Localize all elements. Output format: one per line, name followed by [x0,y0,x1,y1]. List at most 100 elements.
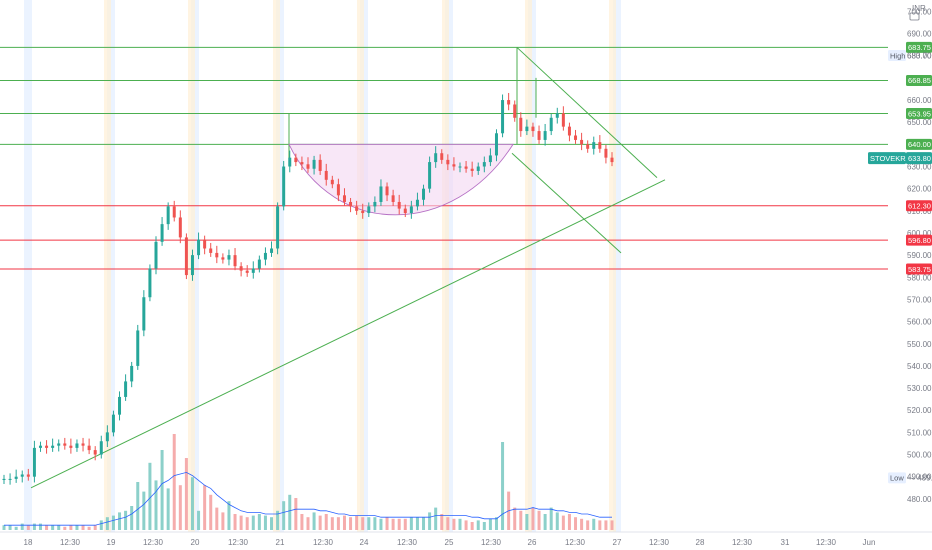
x-tick-label: 25 [445,538,454,547]
volume-bar [586,520,590,530]
candle [373,196,377,213]
x-tick-label: Jun [863,538,876,547]
high-badge: High 683.70 [888,50,932,62]
candle [203,235,207,255]
candle [282,160,286,211]
high-badge-bg [888,50,906,62]
y-tick-label: 580.00 [907,273,932,282]
candle-body [555,113,559,118]
volume-bar [136,482,140,530]
candle-body [446,159,450,165]
candle-body [561,113,565,127]
candle-body [464,166,468,169]
y-tick-label: 480.00 [907,495,932,504]
candle [87,438,91,455]
candle [610,152,614,167]
volume-bar [513,507,517,530]
candle [221,253,225,264]
candle-body [8,478,12,480]
candle [300,156,304,171]
volume-bar [38,523,42,530]
volume-bar [312,512,316,530]
candle [519,112,523,137]
candle [99,435,103,459]
candle [318,154,322,175]
volume-bar [57,525,61,530]
volume-bar [87,526,91,530]
candle-body [154,241,158,269]
candle [75,439,79,452]
candle [14,469,18,483]
volume-bar [8,525,12,530]
candle-body [434,153,438,163]
candle [124,374,128,401]
candle [270,241,274,257]
session-band-close [442,0,449,532]
session-band-open [24,0,32,532]
volume-bar [336,517,340,530]
candle [172,200,176,222]
candle-body [349,201,353,207]
volume-bar [270,517,274,530]
session-band-close [609,0,616,532]
x-tick-label: 26 [528,538,537,547]
candle [178,210,182,244]
y-tick-label: 530.00 [907,384,932,393]
low-badge: Low— 489.45 [888,472,932,484]
candle [464,160,468,173]
volume-bar [525,514,529,530]
volume-bar [20,523,24,530]
candle-body [501,100,505,134]
candle [537,125,541,144]
volume-bar [488,518,492,530]
candle-body [142,297,146,331]
candle [422,184,426,206]
candle-body [373,201,377,207]
volume-bar [45,525,49,530]
candle [148,264,152,302]
symbol-badge: STOVEKRAFT [868,152,920,165]
level-badge-bg [906,263,932,275]
volume-bar [111,515,115,530]
session-band-open [613,0,621,532]
y-tick-label: 650.00 [907,118,932,127]
volume-bar [604,520,608,530]
candle [567,122,571,142]
volume-bar [142,491,146,530]
candle [446,154,450,171]
candle-body [519,117,523,132]
candle [604,144,608,164]
candle [434,146,438,168]
y-tick-label: 510.00 [907,428,932,437]
x-tick-label: 19 [107,538,116,547]
currency-label: INR [912,4,926,13]
candle-body [45,445,49,448]
volume-bar [300,514,304,530]
y-tick-label: 540.00 [907,362,932,371]
candle [549,113,553,136]
volume-bar [294,498,298,530]
level-badge-bg [906,74,932,86]
candle-body [26,474,30,477]
candle-body [118,396,122,415]
candle-body [51,445,55,448]
candle [184,233,188,280]
volume-bar [610,520,614,530]
candle [452,157,456,171]
volume-bar [276,510,280,530]
volume-bar [105,517,109,530]
rising-trendline [30,179,666,489]
candle-body [251,268,255,273]
candle [513,100,517,122]
candle-body [239,266,243,271]
candle-body [136,330,140,366]
candle [294,153,298,167]
candle-body [245,270,249,273]
volume-bar [251,515,255,530]
x-tick-label: 20 [191,538,200,547]
x-tick-label: 12:30 [228,538,249,547]
candle [330,175,334,189]
candle [190,249,194,281]
